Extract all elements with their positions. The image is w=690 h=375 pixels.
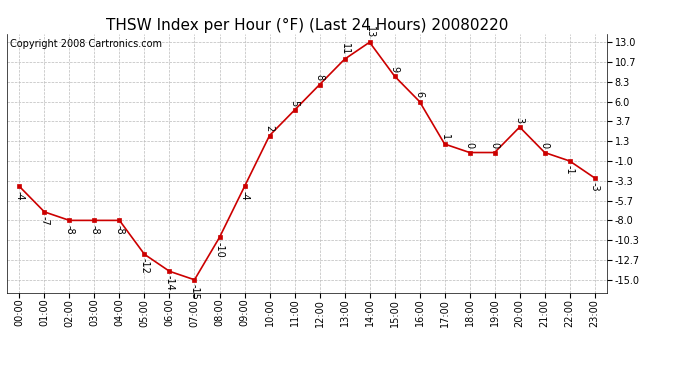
Text: 9: 9 (390, 66, 400, 72)
Text: 2: 2 (264, 125, 275, 131)
Text: -8: -8 (115, 225, 124, 234)
Text: -15: -15 (190, 284, 199, 300)
Text: 0: 0 (464, 142, 475, 148)
Text: 13: 13 (364, 26, 375, 38)
Text: -8: -8 (90, 225, 99, 234)
Text: 5: 5 (290, 100, 299, 106)
Text: 1: 1 (440, 134, 450, 140)
Title: THSW Index per Hour (°F) (Last 24 Hours) 20080220: THSW Index per Hour (°F) (Last 24 Hours)… (106, 18, 509, 33)
Text: 8: 8 (315, 74, 324, 81)
Text: -12: -12 (139, 258, 150, 274)
Text: 0: 0 (540, 142, 550, 148)
Text: 3: 3 (515, 117, 524, 123)
Text: -3: -3 (590, 182, 600, 192)
Text: -4: -4 (239, 190, 250, 200)
Text: -8: -8 (64, 225, 75, 234)
Text: -1: -1 (564, 165, 575, 175)
Text: -10: -10 (215, 242, 224, 257)
Text: -14: -14 (164, 276, 175, 291)
Text: Copyright 2008 Cartronics.com: Copyright 2008 Cartronics.com (10, 39, 162, 49)
Text: 11: 11 (339, 43, 350, 55)
Text: 6: 6 (415, 92, 424, 98)
Text: 0: 0 (490, 142, 500, 148)
Text: -7: -7 (39, 216, 50, 226)
Text: -4: -4 (14, 190, 24, 200)
